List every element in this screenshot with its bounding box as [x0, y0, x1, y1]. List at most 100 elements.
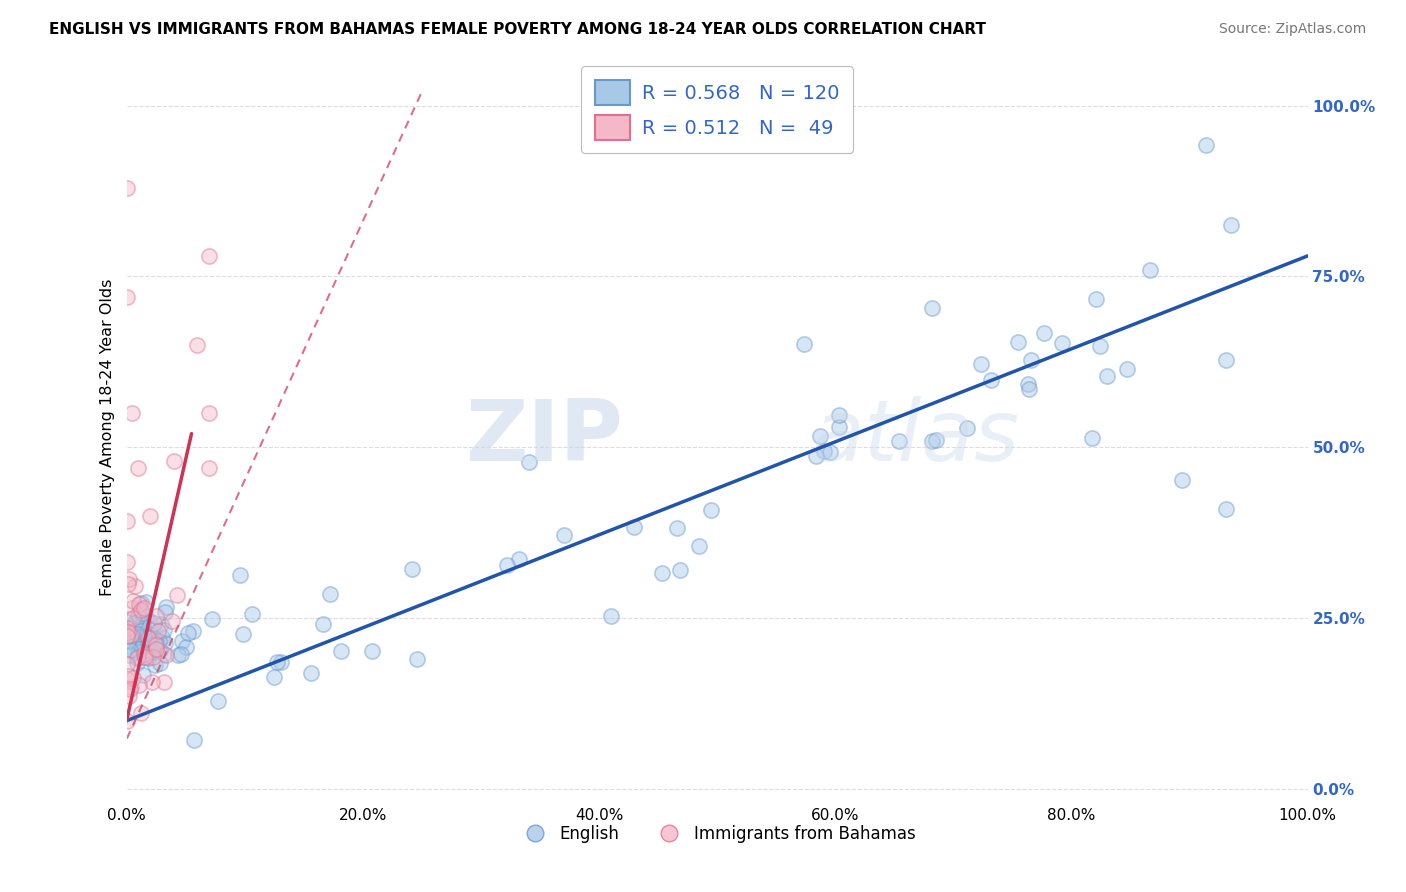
Point [115, 714, 138, 728]
Point [1215, 501, 1237, 516]
Point [401, 562, 423, 576]
Point [668, 563, 690, 577]
Point [131, 640, 153, 654]
Point [153, 636, 176, 650]
Point [312, 617, 335, 632]
Point [115, 555, 138, 569]
Point [172, 634, 194, 648]
Point [120, 643, 142, 657]
Point [170, 647, 193, 661]
Point [143, 645, 166, 659]
Point [115, 514, 138, 528]
Point [1171, 473, 1194, 487]
Point [125, 635, 148, 649]
Legend: English, Immigrants from Bahamas: English, Immigrants from Bahamas [512, 818, 922, 849]
Point [360, 644, 382, 658]
Point [145, 636, 167, 650]
Point [127, 607, 149, 621]
Point [970, 357, 993, 371]
Point [141, 674, 163, 689]
Point [120, 680, 142, 694]
Point [519, 455, 541, 469]
Point [138, 615, 160, 629]
Point [651, 566, 673, 580]
Point [207, 694, 229, 708]
Point [120, 681, 142, 696]
Point [122, 593, 145, 607]
Point [1097, 368, 1119, 383]
Point [129, 603, 152, 617]
Point [163, 454, 186, 468]
Point [128, 608, 150, 623]
Point [132, 601, 155, 615]
Point [136, 629, 159, 643]
Point [229, 568, 252, 582]
Point [1019, 352, 1042, 367]
Point [127, 627, 149, 641]
Point [118, 689, 141, 703]
Text: atlas: atlas [811, 395, 1019, 479]
Point [134, 647, 156, 661]
Point [270, 655, 292, 669]
Point [808, 428, 831, 442]
Point [118, 572, 141, 586]
Point [319, 587, 342, 601]
Point [153, 674, 176, 689]
Point [1018, 382, 1040, 396]
Point [115, 657, 138, 672]
Point [127, 649, 149, 664]
Point [299, 665, 322, 680]
Point [117, 577, 139, 591]
Point [145, 658, 167, 673]
Point [124, 615, 146, 629]
Point [145, 609, 167, 624]
Point [956, 420, 979, 434]
Point [115, 180, 138, 194]
Point [134, 650, 156, 665]
Point [177, 626, 200, 640]
Text: ZIP: ZIP [465, 395, 623, 479]
Point [921, 301, 943, 316]
Y-axis label: Female Poverty Among 18-24 Year Olds: Female Poverty Among 18-24 Year Olds [100, 278, 115, 596]
Point [128, 646, 150, 660]
Point [129, 706, 152, 720]
Point [132, 644, 155, 658]
Point [121, 635, 143, 649]
Point [155, 600, 177, 615]
Point [139, 508, 162, 523]
Point [201, 612, 224, 626]
Point [121, 620, 143, 634]
Point [329, 643, 352, 657]
Point [135, 595, 157, 609]
Point [1195, 138, 1218, 153]
Point [132, 629, 155, 643]
Point [887, 434, 910, 449]
Point [120, 628, 142, 642]
Point [198, 406, 221, 420]
Point [1017, 377, 1039, 392]
Text: ENGLISH VS IMMIGRANTS FROM BAHAMAS FEMALE POVERTY AMONG 18-24 YEAR OLDS CORRELAT: ENGLISH VS IMMIGRANTS FROM BAHAMAS FEMAL… [49, 22, 986, 37]
Point [145, 638, 167, 652]
Point [174, 640, 197, 654]
Point [153, 605, 176, 619]
Point [142, 650, 165, 665]
Point [125, 656, 148, 670]
Point [149, 616, 172, 631]
Point [699, 502, 721, 516]
Point [1139, 263, 1161, 277]
Text: Source: ZipAtlas.com: Source: ZipAtlas.com [1219, 22, 1367, 37]
Point [149, 643, 172, 657]
Point [143, 632, 166, 646]
Point [263, 670, 285, 684]
Point [128, 636, 150, 650]
Point [155, 648, 177, 662]
Point [166, 588, 188, 602]
Point [266, 655, 288, 669]
Point [1007, 335, 1029, 350]
Point [132, 638, 155, 652]
Point [153, 623, 176, 637]
Point [198, 460, 221, 475]
Point [553, 528, 575, 542]
Point [181, 624, 204, 639]
Point [1081, 431, 1104, 445]
